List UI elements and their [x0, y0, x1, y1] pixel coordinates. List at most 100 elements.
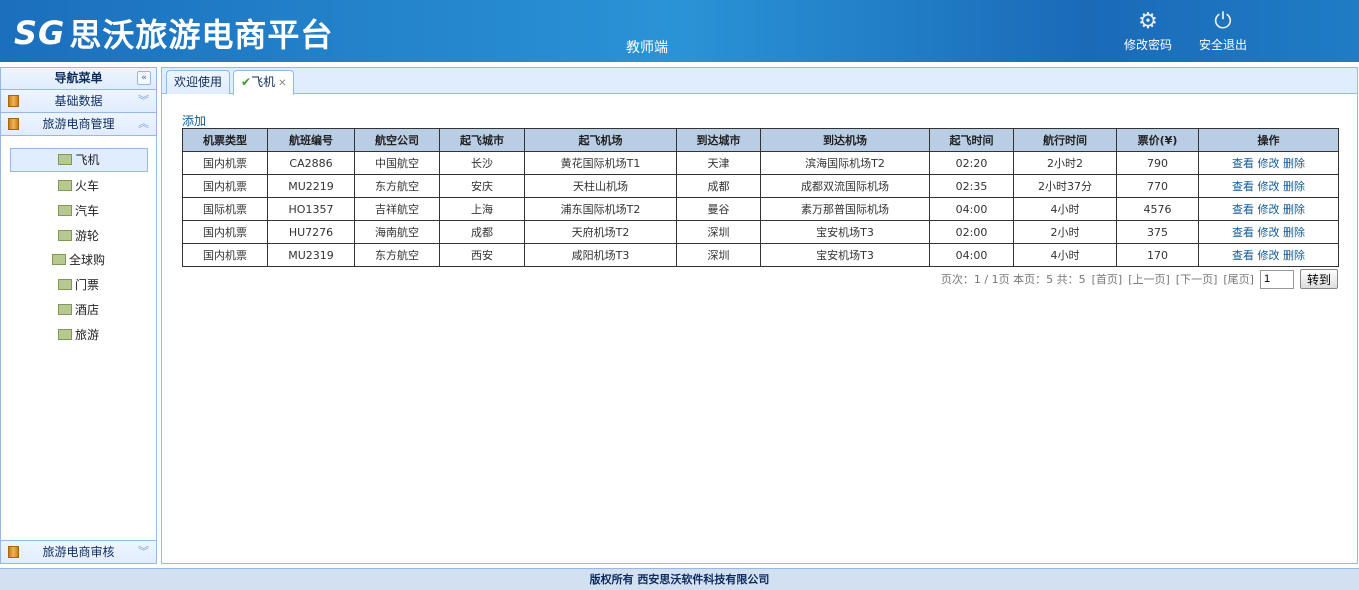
- table-cell: 成都: [439, 220, 525, 244]
- table-cell: HU7276: [267, 220, 355, 244]
- change-password-button[interactable]: ⚙ 修改密码: [1118, 8, 1178, 53]
- edit-link[interactable]: 修改: [1257, 249, 1280, 262]
- footer: 版权所有 西安思沃软件科技有限公司: [0, 568, 1359, 590]
- view-link[interactable]: 查看: [1232, 157, 1254, 170]
- tab-plane[interactable]: ✔飞机 ✕: [233, 70, 295, 95]
- tab-welcome[interactable]: 欢迎使用: [166, 70, 231, 94]
- first-page-link[interactable]: [首页]: [1091, 273, 1123, 286]
- column-header: 机票类型: [182, 128, 268, 152]
- section-label: 基础数据: [54, 94, 103, 108]
- go-button[interactable]: 转到: [1299, 269, 1338, 289]
- table-cell: CA2886: [267, 151, 355, 175]
- table-cell: 上海: [439, 197, 525, 221]
- table-cell: 02:20: [929, 151, 1014, 175]
- sidebar-header: 导航菜单 «: [1, 68, 156, 90]
- table-cell: 东方航空: [354, 174, 440, 198]
- table-cell: 浦东国际机场T2: [524, 197, 677, 221]
- item-label: 旅游: [74, 328, 99, 342]
- table-cell: MU2219: [267, 174, 355, 198]
- view-link[interactable]: 查看: [1232, 203, 1254, 216]
- role-label: 教师端: [626, 40, 668, 56]
- logout-label: 安全退出: [1198, 38, 1247, 52]
- table-row: 国内机票 MU2319 东方航空 西安 咸阳机场T3 深圳 宝安机场T3 04:00 4小时 17…: [182, 243, 1339, 267]
- edit-link[interactable]: 修改: [1257, 203, 1280, 216]
- page-icon: [57, 230, 72, 241]
- table-cell: 宝安机场T3: [760, 220, 930, 244]
- sidebar-item-train[interactable]: 火车: [1, 175, 156, 199]
- delete-link[interactable]: 删除: [1283, 180, 1305, 193]
- sidebar-item-cruise[interactable]: 游轮: [1, 225, 156, 249]
- tab-label: 欢迎使用: [174, 75, 223, 89]
- table-cell: MU2319: [267, 243, 355, 267]
- chevron-down-icon: ︾: [138, 94, 149, 107]
- sidebar-item-tickets[interactable]: 门票: [1, 274, 156, 298]
- table-cell: 中国航空: [354, 151, 440, 175]
- table-cell: 02:00: [929, 220, 1014, 244]
- logo: SG 思沃旅游电商平台: [14, 10, 333, 56]
- table-cell: 2小时: [1013, 220, 1117, 244]
- section-travel-review[interactable]: 旅游电商审核 ︾: [1, 540, 156, 563]
- item-label: 飞机: [75, 153, 100, 167]
- page-icon: [58, 154, 73, 165]
- table-cell: 2小时37分: [1013, 174, 1117, 198]
- folder-icon: [8, 546, 19, 558]
- folder-icon: [8, 95, 19, 107]
- table-cell: 成都: [676, 174, 761, 198]
- section-basic-data[interactable]: 基础数据 ︾: [1, 90, 156, 113]
- sidebar-item-hotel[interactable]: 酒店: [1, 299, 156, 323]
- sidebar: 导航菜单 « 基础数据 ︾ 旅游电商管理 ︽ 飞机 火车 汽车 游轮 全球购 门票 酒…: [0, 67, 157, 564]
- sidebar-item-bus[interactable]: 汽车: [1, 200, 156, 224]
- item-label: 火车: [74, 179, 99, 193]
- table-cell: 4576: [1116, 197, 1199, 221]
- item-label: 游轮: [74, 229, 99, 243]
- tab-label: 飞机: [251, 75, 276, 89]
- last-page-link[interactable]: [尾页]: [1223, 273, 1254, 286]
- column-header: 航班编号: [267, 128, 355, 152]
- edit-link[interactable]: 修改: [1257, 157, 1280, 170]
- page-icon: [57, 304, 72, 315]
- view-link[interactable]: 查看: [1232, 180, 1254, 193]
- delete-link[interactable]: 删除: [1283, 226, 1305, 239]
- page-icon: [57, 180, 72, 191]
- view-link[interactable]: 查看: [1232, 249, 1254, 262]
- edit-link[interactable]: 修改: [1257, 226, 1280, 239]
- next-page-link[interactable]: [下一页]: [1175, 273, 1218, 286]
- table-cell: HO1357: [267, 197, 355, 221]
- table-cell: 170: [1116, 243, 1199, 267]
- sidebar-item-tour[interactable]: 旅游: [1, 324, 156, 348]
- table-cell: 770: [1116, 174, 1199, 198]
- section-label: 旅游电商审核: [42, 545, 115, 559]
- flights-table: 机票类型 航班编号 航空公司 起飞城市 起飞机场 到达城市 到达机场 起飞时间 航行时间 票价(¥…: [182, 128, 1339, 267]
- prev-page-link[interactable]: [上一页]: [1128, 273, 1170, 286]
- table-cell: 04:00: [929, 197, 1014, 221]
- column-header: 航空公司: [354, 128, 440, 152]
- add-link[interactable]: 添加: [182, 114, 207, 128]
- logout-button[interactable]: ⏻ 安全退出: [1193, 8, 1253, 53]
- delete-link[interactable]: 删除: [1283, 203, 1305, 216]
- close-tab-icon[interactable]: ✕: [278, 78, 287, 89]
- table-cell: 素万那普国际机场: [760, 197, 930, 221]
- column-header: 起飞城市: [439, 128, 525, 152]
- delete-link[interactable]: 删除: [1283, 249, 1305, 262]
- table-cell: 天津: [676, 151, 761, 175]
- delete-link[interactable]: 删除: [1283, 157, 1305, 170]
- sidebar-item-global-shopping[interactable]: 全球购: [1, 249, 156, 273]
- table-cell: 咸阳机场T3: [524, 243, 677, 267]
- app-title: 思沃旅游电商平台: [69, 16, 334, 54]
- sidebar-item-plane[interactable]: 飞机: [10, 148, 148, 172]
- table-cell: 790: [1116, 151, 1199, 175]
- tab-bar: 欢迎使用 ✔飞机 ✕: [162, 68, 1357, 95]
- page-icon: [57, 205, 72, 216]
- sidebar-title: 导航菜单: [54, 71, 103, 85]
- column-header: 航行时间: [1013, 128, 1117, 152]
- pagination: 页次：1 / 1页 本页：5 共：5 [首页] [上一页] [下一页] [尾页]…: [941, 269, 1338, 289]
- page-input[interactable]: [1259, 269, 1294, 289]
- edit-link[interactable]: 修改: [1257, 180, 1280, 193]
- section-travel-management[interactable]: 旅游电商管理 ︽: [1, 113, 156, 136]
- collapse-sidebar-icon[interactable]: «: [137, 71, 151, 85]
- item-label: 汽车: [74, 204, 99, 218]
- column-header: 操作: [1198, 128, 1339, 152]
- view-link[interactable]: 查看: [1232, 226, 1254, 239]
- column-header: 起飞机场: [524, 128, 677, 152]
- page-icon: [57, 279, 72, 290]
